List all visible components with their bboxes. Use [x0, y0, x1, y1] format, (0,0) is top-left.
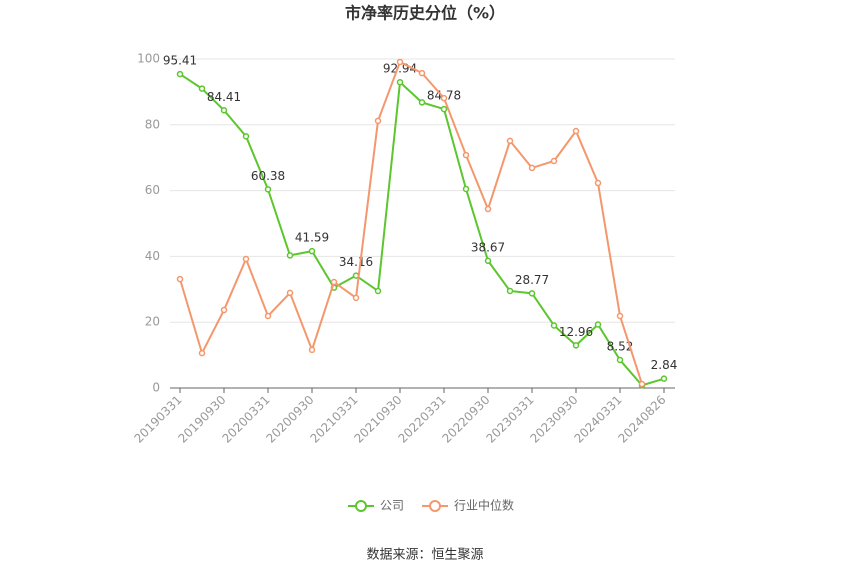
y-tick-label: 0	[152, 381, 160, 395]
data-label: 41.59	[295, 231, 329, 245]
data-label: 28.77	[515, 273, 549, 287]
point	[396, 58, 404, 66]
legend-label: 行业中位数	[454, 498, 514, 513]
legend-label: 公司	[380, 499, 404, 513]
legend-marker	[355, 500, 367, 512]
legend-marker	[429, 500, 442, 512]
point	[242, 255, 250, 263]
point	[528, 290, 536, 297]
point	[330, 278, 338, 286]
point	[462, 151, 470, 159]
point	[550, 157, 558, 165]
point	[484, 205, 492, 213]
y-tick-label: 100	[137, 52, 160, 66]
point	[440, 94, 448, 102]
data-label: 34.16	[339, 255, 373, 269]
point	[616, 356, 624, 364]
point	[242, 133, 250, 140]
data-label: 84.41	[207, 90, 241, 104]
data-label: 60.38	[251, 169, 285, 183]
point	[506, 287, 514, 295]
point	[220, 107, 228, 114]
series-line	[179, 60, 643, 385]
point	[594, 179, 602, 187]
data-label: 8.52	[607, 339, 634, 353]
point	[264, 186, 272, 193]
point	[550, 322, 558, 329]
point	[484, 257, 492, 265]
data-label: 95.41	[163, 54, 197, 68]
point	[198, 85, 206, 92]
point	[374, 117, 382, 125]
point	[528, 164, 536, 172]
point	[264, 312, 272, 320]
y-tick-label: 60	[145, 183, 160, 197]
point	[352, 294, 360, 302]
point	[418, 69, 426, 77]
data-label: 12.96	[559, 325, 593, 339]
x-tick-label: 20240826	[616, 393, 669, 446]
point	[396, 78, 404, 86]
point	[418, 99, 426, 106]
point	[616, 312, 624, 320]
point	[572, 342, 580, 349]
point	[506, 137, 514, 145]
y-tick-label: 80	[145, 117, 160, 131]
y-tick-label: 20	[145, 315, 160, 329]
chart-title: 市净率历史分位（%）	[345, 4, 505, 23]
data-label: 2.84	[651, 358, 678, 372]
point	[308, 346, 316, 354]
y-tick-label: 40	[145, 249, 160, 263]
point	[198, 349, 206, 357]
point	[308, 247, 316, 255]
point	[572, 127, 580, 135]
point	[660, 375, 668, 382]
point	[286, 289, 294, 297]
point	[462, 185, 470, 193]
source: 数据来源：恒生聚源	[366, 548, 483, 563]
point	[176, 70, 184, 78]
point	[374, 287, 382, 295]
point	[638, 380, 646, 388]
point	[286, 252, 294, 259]
data-label: 38.67	[471, 240, 505, 254]
point	[440, 105, 448, 113]
point	[594, 321, 602, 328]
point	[176, 275, 184, 283]
point	[220, 306, 228, 314]
